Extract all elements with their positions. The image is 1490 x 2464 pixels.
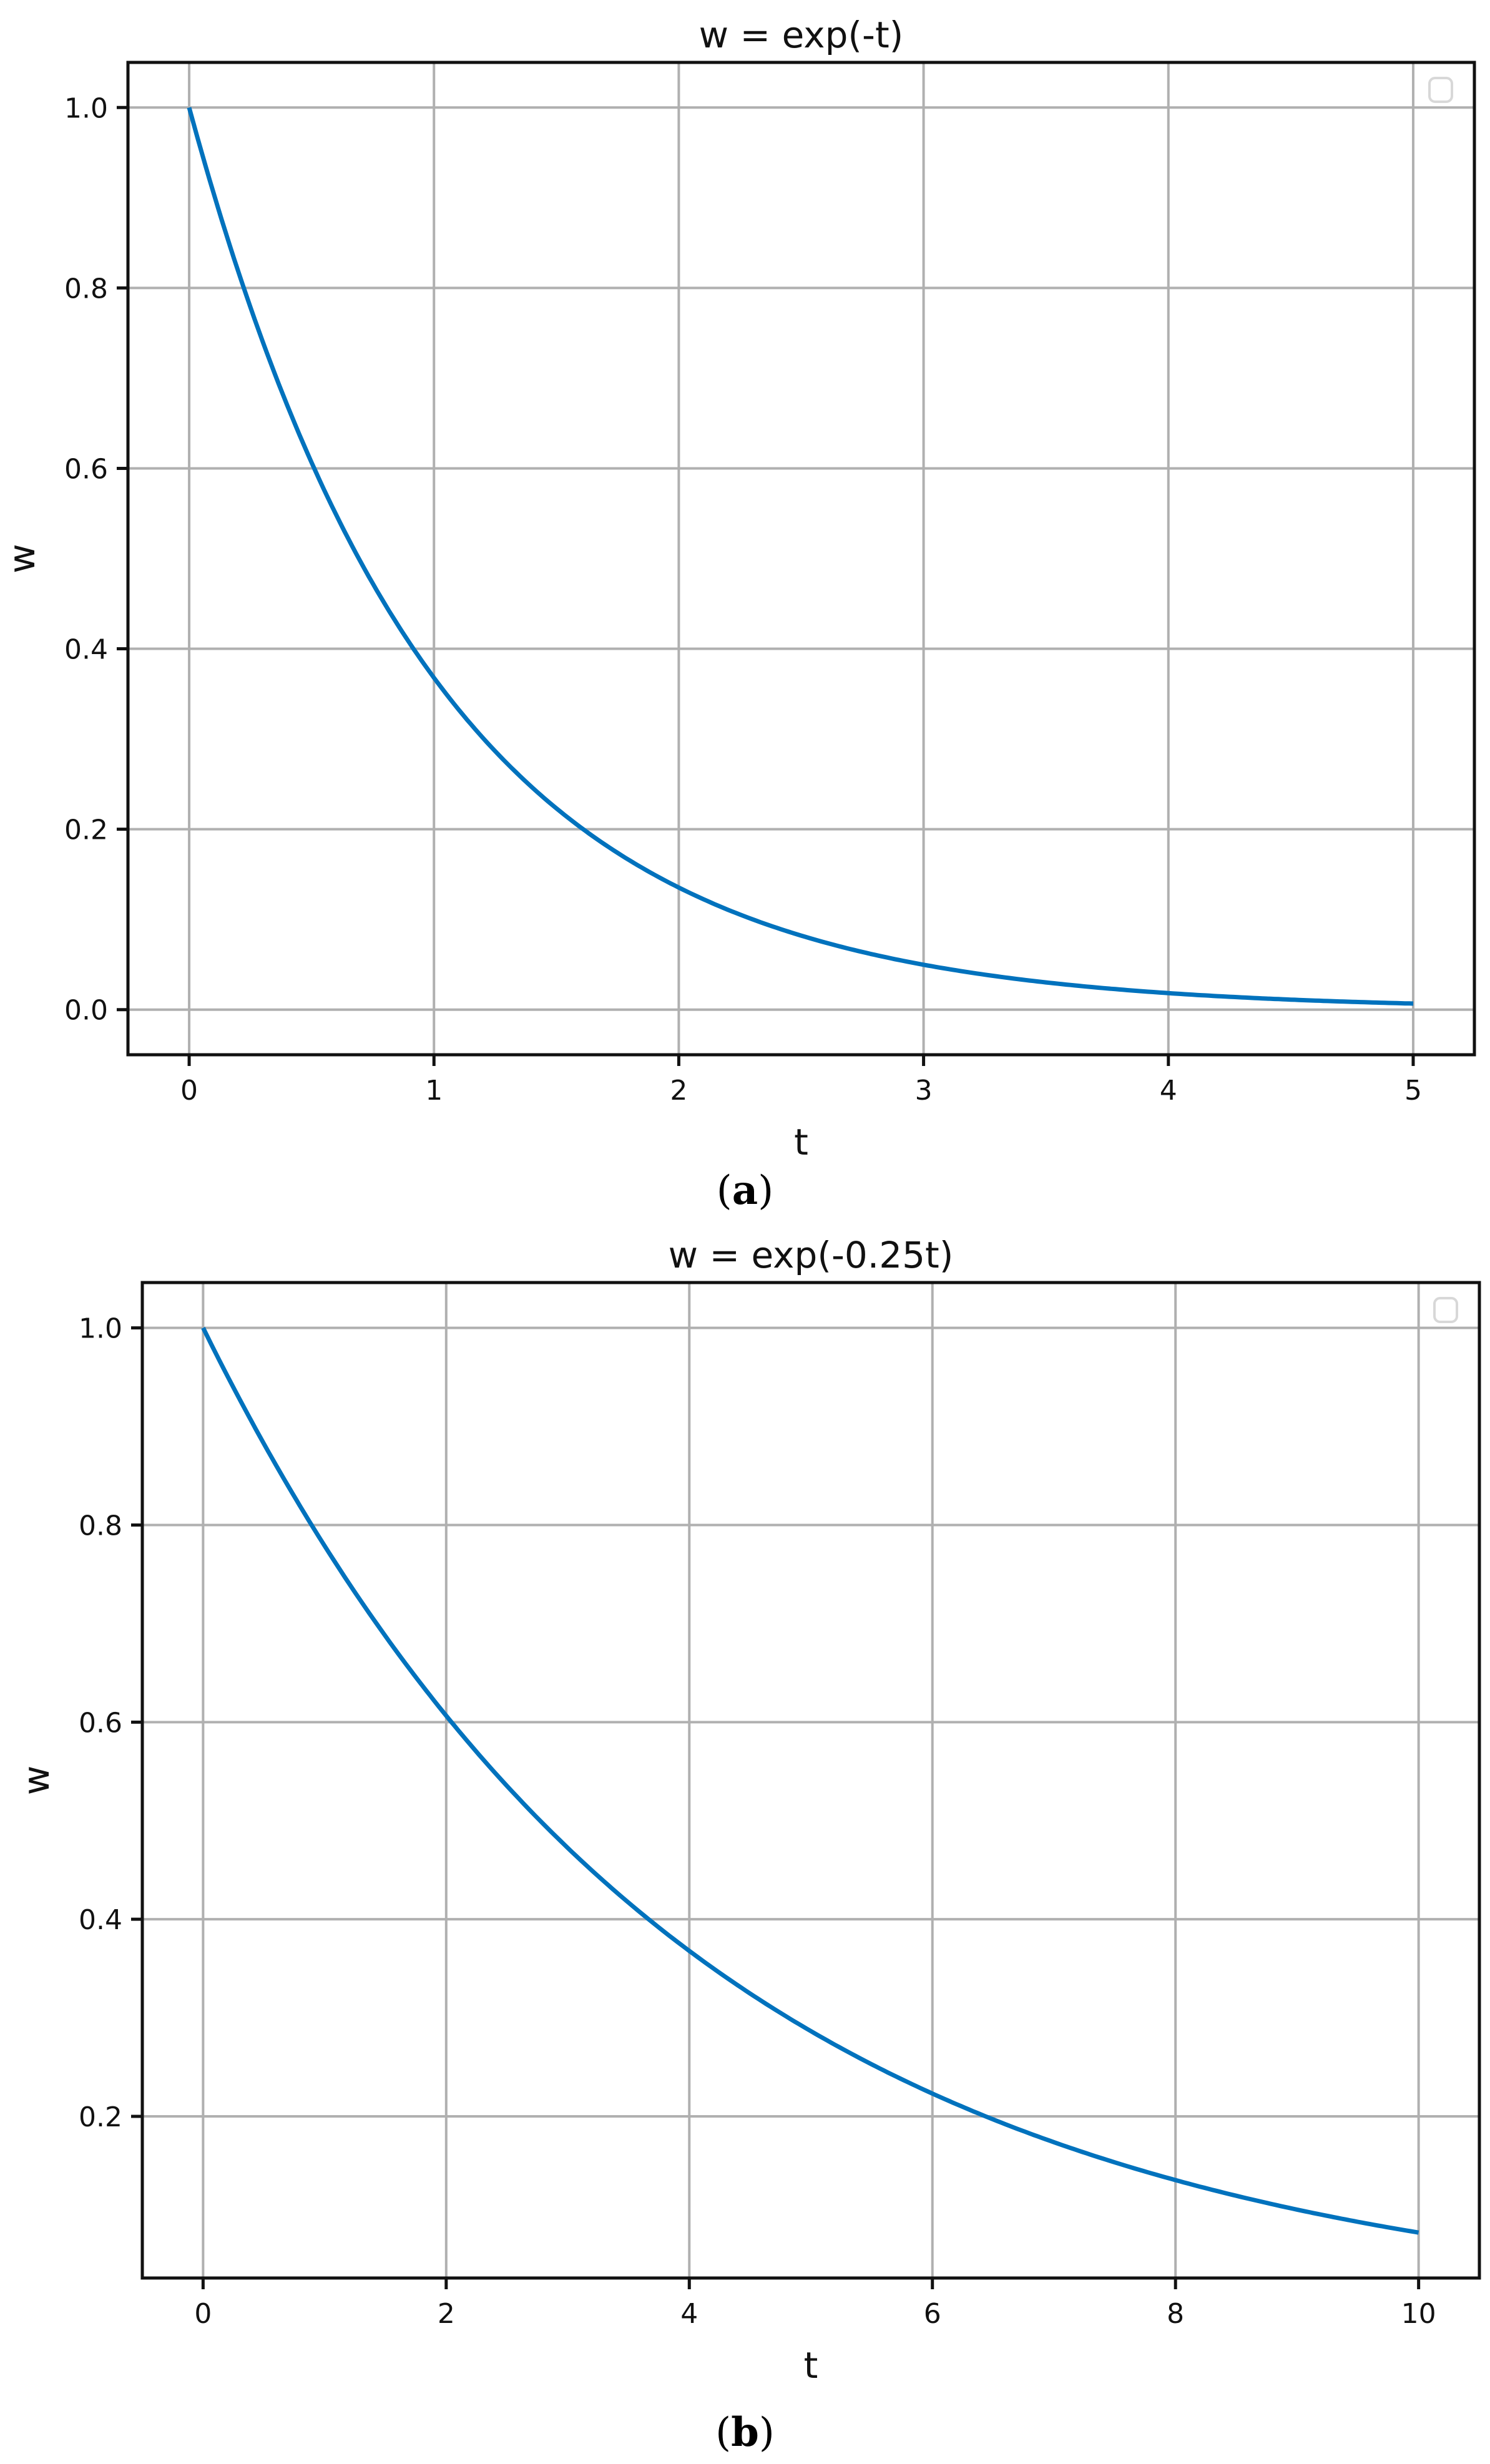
caption-a: (a) (716, 1167, 774, 1214)
x-tick-label: 2 (670, 1075, 687, 1107)
y-tick-label: 0.8 (79, 1510, 122, 1542)
y-tick-label: 0.2 (64, 814, 108, 846)
grid-lines (128, 62, 1474, 1055)
data-line (187, 107, 1414, 1006)
x-tick-label: 3 (915, 1075, 933, 1107)
y-tick-label: 0.4 (79, 1904, 122, 1936)
y-tick-label: 0.8 (64, 273, 108, 305)
y-axis-label: w (15, 1766, 57, 1795)
caption-b: (b) (715, 2409, 775, 2456)
grid-lines (142, 1283, 1479, 2278)
y-tick-label: 1.0 (64, 92, 108, 124)
y-tick-label: 1.0 (79, 1313, 122, 1345)
x-axis-label: t (794, 1121, 808, 1163)
y-tick-label: 0.0 (64, 995, 108, 1027)
x-tick-label: 0 (194, 2298, 212, 2330)
chart-b-plot: w = exp(-0.25t) 0 2 4 6 8 10 0.2 0.4 0.6 0.8 1.0 t w (15, 1234, 1481, 2387)
y-tick-label: 0.6 (79, 1707, 122, 1739)
x-tick-label: 2 (438, 2298, 455, 2330)
x-tick-label: 10 (1401, 2298, 1436, 2330)
x-tick-label: 1 (425, 1075, 443, 1107)
legend-box (1433, 1297, 1458, 1323)
chart-a-plot: w = exp(-t) 0 1 2 3 4 5 0.0 0.2 0.4 0.6 0.8 1.0 t w (1, 14, 1476, 1163)
x-tick-label: 8 (1167, 2298, 1184, 2330)
data-line (201, 1327, 1419, 2235)
axes-frame (126, 61, 1476, 1057)
chart-title: w = exp(-t) (699, 14, 904, 56)
legend-box (1428, 77, 1453, 103)
caption-a-letter: a (732, 1167, 758, 1214)
x-tick-label: 0 (180, 1075, 198, 1107)
y-tick-label: 0.6 (64, 453, 108, 485)
y-axis-label: w (1, 544, 43, 573)
y-tick-label: 0.4 (64, 634, 108, 666)
x-axis-label: t (804, 2344, 818, 2387)
chart-panel-a: w = exp(-t) 0 1 2 3 4 5 0.0 0.2 0.4 0.6 0.8 1.0 t w (0, 0, 1490, 1213)
x-tick-label: 4 (680, 2298, 698, 2330)
axes-frame (140, 1281, 1481, 2280)
x-tick-label: 5 (1404, 1075, 1422, 1107)
y-tick-label: 0.2 (79, 2101, 122, 2133)
x-tick-label: 4 (1160, 1075, 1177, 1107)
chart-panel-b: w = exp(-0.25t) 0 2 4 6 8 10 0.2 0.4 0.6 0.8 1.0 t w (0, 1213, 1490, 2462)
x-tick-label: 6 (924, 2298, 941, 2330)
chart-title: w = exp(-0.25t) (669, 1234, 954, 1276)
caption-b-letter: b (731, 2409, 759, 2456)
